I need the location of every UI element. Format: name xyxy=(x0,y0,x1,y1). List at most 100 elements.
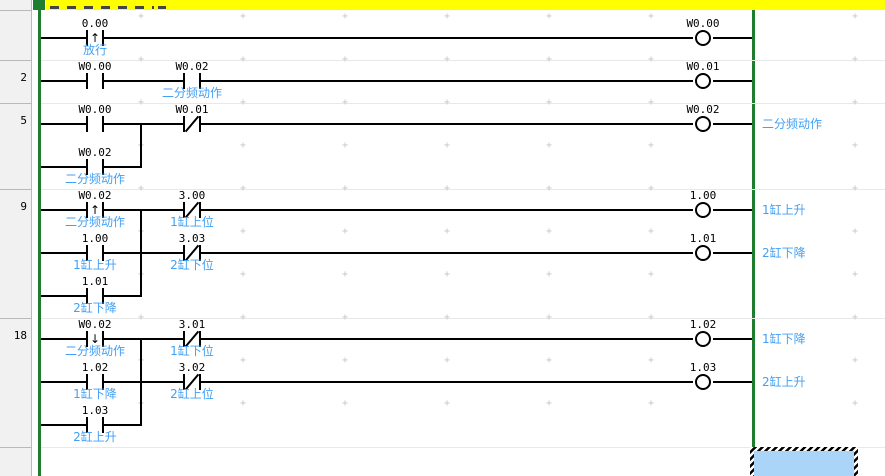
contact-normally-open[interactable] xyxy=(83,286,107,306)
contact-gap xyxy=(88,335,102,343)
grid-mark: + xyxy=(443,312,451,323)
grid-mark: + xyxy=(545,11,553,22)
grid-mark: + xyxy=(341,54,349,65)
grid-mark: + xyxy=(851,398,859,409)
contact-bar-right xyxy=(102,288,104,304)
io-comment: 1缸下位 xyxy=(170,344,214,358)
rung-margin-cell[interactable] xyxy=(0,447,31,476)
grid-mark: + xyxy=(851,140,859,151)
rung-margin-cell[interactable] xyxy=(0,10,31,61)
grid-mark: + xyxy=(341,355,349,366)
output-coil[interactable] xyxy=(695,202,711,218)
device-address: 1.00 xyxy=(689,189,717,202)
contact-normally-closed[interactable] xyxy=(180,200,204,220)
contact-bar-left xyxy=(86,73,88,89)
contact-bar-left xyxy=(86,245,88,261)
contact-gap xyxy=(88,120,102,128)
contact-normally-open[interactable] xyxy=(83,243,107,263)
grid-mark: + xyxy=(341,140,349,151)
grid-mark: + xyxy=(443,11,451,22)
contact-normally-open[interactable] xyxy=(83,415,107,435)
output-coil[interactable] xyxy=(695,331,711,347)
contact-bar-right xyxy=(102,30,104,46)
contact-normally-open[interactable] xyxy=(180,71,204,91)
grid-mark: + xyxy=(647,355,655,366)
contact-rising-edge[interactable]: ↑ xyxy=(83,28,107,48)
grid-mark: + xyxy=(647,398,655,409)
contact-normally-closed[interactable] xyxy=(180,243,204,263)
contact-gap xyxy=(185,77,199,85)
contact-gap xyxy=(88,292,102,300)
section-header-bar[interactable] xyxy=(46,0,885,10)
branch-junction-wire xyxy=(140,338,142,426)
rail-wire xyxy=(41,209,752,211)
contact-bar-left xyxy=(86,374,88,390)
contact-normally-open[interactable] xyxy=(83,372,107,392)
contact-bar-right xyxy=(199,73,201,89)
output-comment: 1缸下降 xyxy=(762,332,806,346)
rung-margin-column xyxy=(0,0,32,476)
contact-normally-closed[interactable] xyxy=(180,329,204,349)
contact-bar-left xyxy=(183,202,185,218)
contact-bar-right xyxy=(199,374,201,390)
rung-margin-cell[interactable] xyxy=(0,103,31,190)
contact-bar-right xyxy=(102,331,104,347)
grid-mark: + xyxy=(443,54,451,65)
output-coil[interactable] xyxy=(695,116,711,132)
contact-gap xyxy=(88,378,102,386)
contact-bar-right xyxy=(102,245,104,261)
grid-mark: + xyxy=(443,398,451,409)
rung-margin-cell[interactable] xyxy=(0,60,31,104)
device-address: W0.01 xyxy=(686,60,720,73)
device-address: W0.00 xyxy=(686,17,720,30)
contact-normally-open[interactable] xyxy=(83,71,107,91)
right-bus-bar xyxy=(752,10,755,447)
grid-mark: + xyxy=(341,226,349,237)
output-coil[interactable] xyxy=(695,374,711,390)
contact-bar-left xyxy=(183,331,185,347)
rung-margin-cell[interactable] xyxy=(0,189,31,319)
device-address: 0.00 xyxy=(81,17,109,30)
contact-gap xyxy=(88,421,102,429)
contact-gap xyxy=(88,249,102,257)
contact-bar-right xyxy=(102,73,104,89)
output-coil[interactable] xyxy=(695,245,711,261)
contact-rising-edge[interactable]: ↑ xyxy=(83,200,107,220)
section-marker-block xyxy=(33,0,45,10)
contact-gap xyxy=(88,77,102,85)
contact-normally-closed[interactable] xyxy=(180,114,204,134)
grid-mark: + xyxy=(545,312,553,323)
grid-mark: + xyxy=(545,54,553,65)
io-comment: 1缸下降 xyxy=(73,387,117,401)
contact-normally-closed[interactable] xyxy=(180,372,204,392)
contact-bar-right xyxy=(102,159,104,175)
grid-mark: + xyxy=(545,226,553,237)
left-bus-bar xyxy=(38,10,41,476)
io-comment: 2缸上升 xyxy=(73,430,117,444)
grid-mark: + xyxy=(545,398,553,409)
device-address: 1.03 xyxy=(689,361,717,374)
io-comment: 二分频动作 xyxy=(161,86,222,100)
contact-bar-left xyxy=(183,73,185,89)
contact-falling-edge[interactable]: ↓ xyxy=(83,329,107,349)
contact-bar-right xyxy=(199,331,201,347)
grid-mark: + xyxy=(545,183,553,194)
grid-mark: + xyxy=(137,11,145,22)
contact-normally-open[interactable] xyxy=(83,157,107,177)
grid-mark: + xyxy=(239,183,247,194)
contact-bar-left xyxy=(183,245,185,261)
grid-mark: + xyxy=(443,355,451,366)
grid-mark: + xyxy=(239,97,247,108)
grid-mark: + xyxy=(341,97,349,108)
clipped-section-text xyxy=(50,6,154,9)
grid-mark: + xyxy=(647,11,655,22)
output-comment: 1缸上升 xyxy=(762,203,806,217)
output-coil[interactable] xyxy=(695,30,711,46)
rung-margin-cell[interactable] xyxy=(0,318,31,448)
rung-separator-line xyxy=(41,103,885,104)
contact-normally-open[interactable] xyxy=(83,114,107,134)
output-coil[interactable] xyxy=(695,73,711,89)
contact-bar-left xyxy=(86,288,88,304)
grid-mark: + xyxy=(239,226,247,237)
grid-mark: + xyxy=(341,398,349,409)
